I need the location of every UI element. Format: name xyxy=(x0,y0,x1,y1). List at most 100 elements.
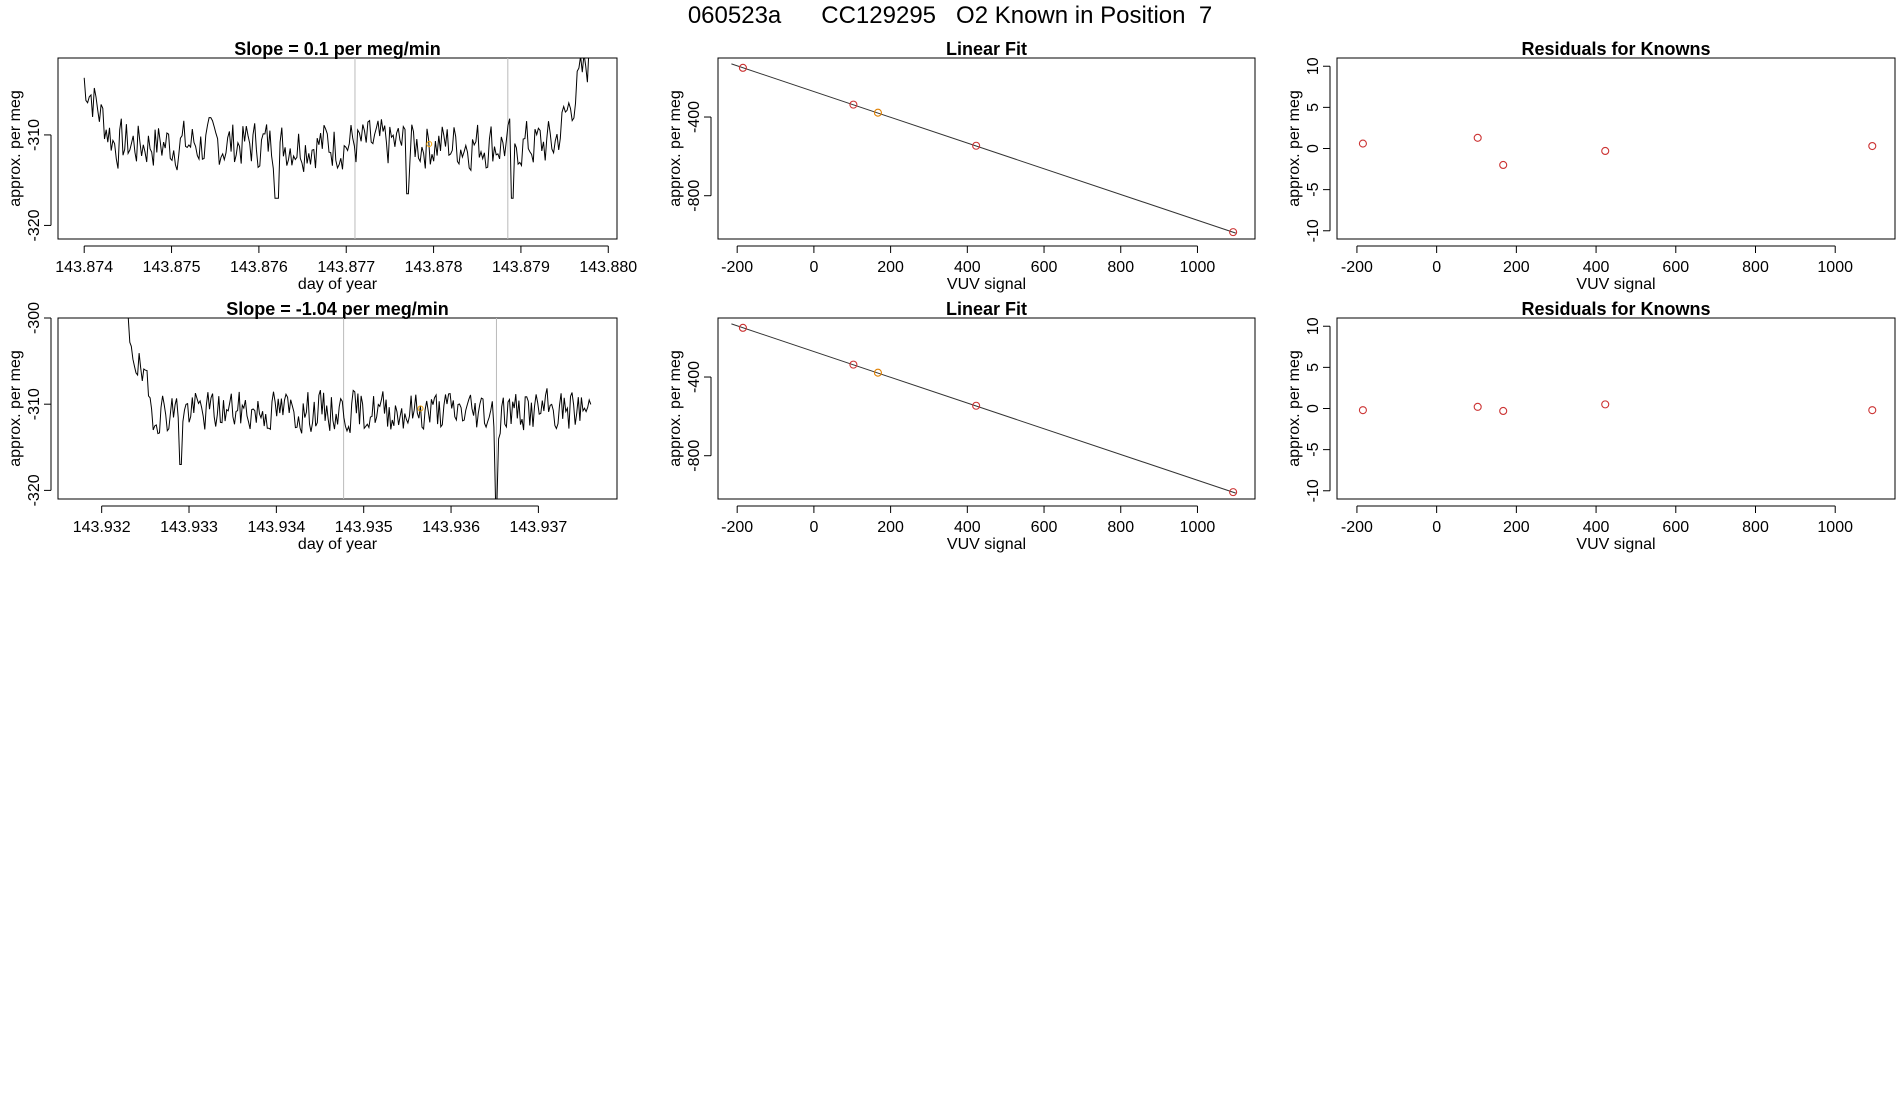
data-point xyxy=(873,368,882,377)
data-point xyxy=(1868,406,1877,415)
x-tick-label: 1000 xyxy=(1817,259,1853,276)
x-tick-label: 0 xyxy=(809,519,818,536)
y-axis-label: approx. per meg xyxy=(7,350,24,467)
plot-area xyxy=(127,318,592,499)
x-axis-label: day of year xyxy=(298,276,378,293)
x-tick-label: 0 xyxy=(1432,519,1441,536)
fit-line xyxy=(731,323,1236,494)
x-tick-label: 400 xyxy=(1583,259,1610,276)
chart-panel-3: Residuals for Knowns-200 0 200 400 600 800 100… xyxy=(1286,39,1896,293)
data-point xyxy=(1229,228,1238,237)
y-tick-label: -310 xyxy=(26,119,43,151)
data-point xyxy=(972,401,981,410)
x-tick-label: 200 xyxy=(877,519,904,536)
y-axis-label: approx. per meg xyxy=(667,350,684,467)
data-point xyxy=(1499,160,1508,170)
x-axis-label: VUV signal xyxy=(1576,536,1655,553)
x-tick-label: 200 xyxy=(877,259,904,276)
chart-panel-6: Residuals for Knowns-200 0 200 400 600 800 100… xyxy=(1286,299,1896,553)
y-tick-label: 5 xyxy=(1305,363,1322,372)
plot-frame xyxy=(1336,317,1896,500)
x-axis-label: VUV signal xyxy=(1576,276,1655,293)
plot-frame xyxy=(57,317,618,500)
highlight-point xyxy=(426,140,433,147)
plot-frame xyxy=(1336,57,1896,240)
x-tick-label: 600 xyxy=(1031,259,1058,276)
chart-panel-4: Slope = -1.04 per meg/min 143.932 143.933 1… xyxy=(7,299,618,553)
data-point xyxy=(849,360,858,369)
series-line-trace xyxy=(83,58,590,199)
x-tick-label: 600 xyxy=(1662,259,1689,276)
x-tick-label: 143.874 xyxy=(55,259,113,276)
data-point xyxy=(1601,146,1610,156)
y-tick-label: 10 xyxy=(1305,317,1322,335)
chart-panel-5: Linear Fit -200 0 200 400 600 800 1000 VUV signa… xyxy=(667,299,1256,553)
chart-title: Linear Fit xyxy=(946,299,1027,319)
x-tick-label: 400 xyxy=(954,259,981,276)
y-tick-label: -400 xyxy=(686,101,703,133)
x-tick-label: 600 xyxy=(1031,519,1058,536)
chart-panel-2: Linear Fit -200 0 200 400 600 800 1000 VUV signa… xyxy=(667,39,1256,293)
x-tick-label: 143.875 xyxy=(143,259,201,276)
fit-line xyxy=(731,63,1236,234)
x-tick-label: -200 xyxy=(1341,259,1373,276)
x-axis-label: day of year xyxy=(298,536,378,553)
x-tick-label: 143.935 xyxy=(335,519,393,536)
data-point xyxy=(972,141,981,150)
x-tick-label: 143.932 xyxy=(73,519,131,536)
y-axis-label: approx. per meg xyxy=(7,90,24,207)
x-tick-label: 143.877 xyxy=(317,259,375,276)
x-tick-label: -200 xyxy=(721,519,753,536)
x-tick-label: 143.936 xyxy=(422,519,480,536)
x-tick-label: -200 xyxy=(721,259,753,276)
y-tick-label: 5 xyxy=(1305,103,1322,112)
plot-frame xyxy=(717,317,1256,500)
chart-title: Linear Fit xyxy=(946,39,1027,59)
series-line-trace xyxy=(127,318,592,499)
plot-area xyxy=(1358,133,1877,170)
x-tick-label: 800 xyxy=(1742,259,1769,276)
y-tick-label: -320 xyxy=(26,209,43,241)
x-tick-label: 143.876 xyxy=(230,259,288,276)
data-point xyxy=(1229,488,1238,497)
highlight-point xyxy=(417,405,424,412)
y-tick-label: -10 xyxy=(1305,479,1322,502)
x-tick-label: 600 xyxy=(1662,519,1689,536)
x-tick-label: 800 xyxy=(1742,519,1769,536)
y-tick-label: -320 xyxy=(26,474,43,506)
y-tick-label: -5 xyxy=(1305,442,1322,456)
plot-area xyxy=(731,63,1238,237)
data-point xyxy=(738,63,747,72)
x-tick-label: 200 xyxy=(1503,519,1530,536)
data-point xyxy=(1601,400,1610,409)
y-tick-label: -800 xyxy=(686,440,703,472)
plot-area xyxy=(1358,400,1877,416)
data-point xyxy=(1358,406,1367,415)
y-tick-label: -310 xyxy=(26,388,43,420)
y-axis-label: approx. per meg xyxy=(667,90,684,207)
plot-area xyxy=(731,323,1238,497)
data-point xyxy=(1473,133,1482,142)
plot-frame xyxy=(717,57,1256,240)
x-tick-label: 0 xyxy=(809,259,818,276)
x-tick-label: 143.879 xyxy=(492,259,550,276)
chart-title: Slope = 0.1 per meg/min xyxy=(234,39,441,59)
x-tick-label: 143.933 xyxy=(160,519,218,536)
x-tick-label: 143.937 xyxy=(509,519,567,536)
chart-panel-1: Slope = 0.1 per meg/min 143.874 143.875 143… xyxy=(7,39,637,293)
y-tick-label: 10 xyxy=(1305,57,1322,75)
y-tick-label: -10 xyxy=(1305,219,1322,242)
data-point xyxy=(1473,402,1482,411)
x-tick-label: 143.934 xyxy=(247,519,305,536)
x-tick-label: 800 xyxy=(1107,259,1134,276)
page-title: 060523a CC129295 O2 Known in Position 7 xyxy=(687,2,1213,29)
chart-title: Residuals for Knowns xyxy=(1521,39,1710,59)
y-tick-label: -800 xyxy=(686,180,703,212)
y-tick-label: 0 xyxy=(1305,144,1322,153)
data-point xyxy=(1868,141,1877,151)
y-axis-label: approx. per meg xyxy=(1286,90,1303,207)
x-tick-label: -200 xyxy=(1341,519,1373,536)
y-tick-label: -300 xyxy=(26,302,43,334)
x-axis-label: VUV signal xyxy=(947,276,1026,293)
